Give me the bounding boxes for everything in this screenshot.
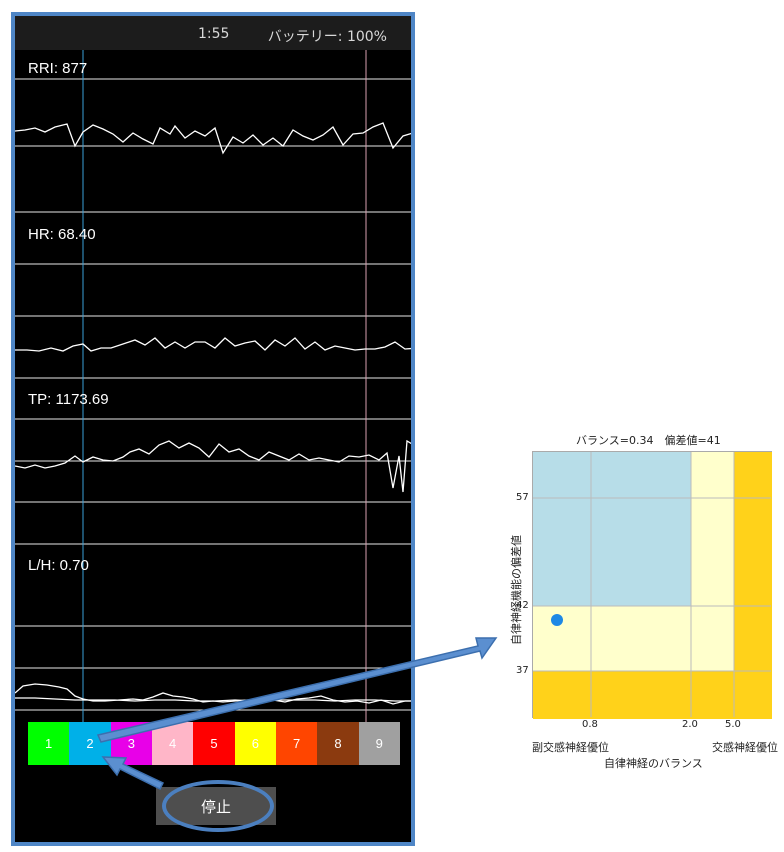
tp-trace [15, 439, 411, 493]
sympathetic-label: 交感神経優位 [712, 741, 778, 754]
hr-trace [15, 337, 411, 352]
hr-label: HR: 68.40 [28, 226, 96, 243]
tp-label: TP: 1173.69 [28, 391, 109, 408]
zone-gold-bottom [533, 671, 734, 719]
plot-gridlines [533, 452, 771, 717]
y-axis-label: 自律神経機能の偏差値 [510, 535, 523, 645]
color-button-8[interactable]: 8 [317, 722, 359, 765]
highlight-ring [162, 780, 274, 832]
battery-status: バッテリー: 100% [267, 29, 387, 45]
status-time: 1:55 [198, 26, 230, 42]
color-button-3[interactable]: 3 [110, 722, 152, 765]
color-button-6[interactable]: 6 [234, 722, 276, 765]
phone-screen: 1:55 バッテリー: 100% RRI: 877 HR: [11, 12, 415, 846]
lh-trace-baseline [15, 697, 411, 702]
zone-blue [533, 452, 691, 606]
chart-title: バランス=0.34 偏差値=41 [576, 434, 721, 447]
rri-trace [15, 122, 411, 155]
color-button-1[interactable]: 1 [28, 722, 70, 765]
zone-gold-right [734, 452, 772, 719]
status-bar: 1:55 バッテリー: 100% [15, 16, 411, 50]
balance-plot-area [532, 451, 772, 719]
y-tick-label: 37 [516, 665, 529, 676]
x-tick-label: 2.0 [682, 719, 698, 730]
data-point [551, 614, 563, 626]
rri-label: RRI: 877 [28, 60, 88, 77]
lh-label: L/H: 0.70 [28, 557, 89, 574]
y-tick-label: 42 [516, 600, 529, 611]
x-axis-label: 自律神経のバランス [604, 757, 703, 770]
waveform-display [15, 50, 411, 722]
color-button-2[interactable]: 2 [69, 722, 111, 765]
color-button-9[interactable]: 9 [358, 722, 400, 765]
zone-pale-yellow-right [691, 452, 734, 671]
color-button-4[interactable]: 4 [151, 722, 194, 765]
x-tick-label: 5.0 [725, 719, 741, 730]
color-button-5[interactable]: 5 [193, 722, 235, 765]
color-button-7[interactable]: 7 [275, 722, 318, 765]
y-tick-label: 57 [516, 492, 529, 503]
x-tick-label: 0.8 [582, 719, 598, 730]
color-button-bar: 1 2 3 4 5 6 7 8 9 [28, 722, 400, 765]
parasympathetic-label: 副交感神経優位 [532, 741, 609, 754]
